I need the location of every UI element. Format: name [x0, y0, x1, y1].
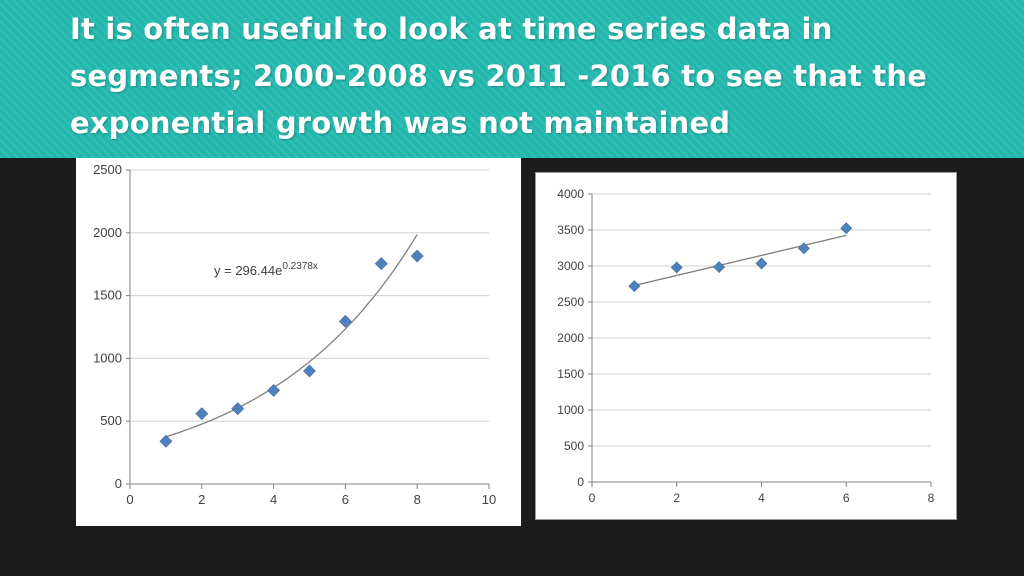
x-tick-label: 10 — [482, 492, 496, 507]
linear-scatter-chart: 0 500 1000 1500 2000 2500 3000 3500 4000 0 2 4 6 8 — [557, 187, 935, 505]
data-point — [628, 280, 641, 293]
x-tick-label: 6 — [342, 492, 349, 507]
chart-left-panel: 0 500 1000 1500 2000 2500 0 2 4 6 8 10 y = 296.44e0.… — [76, 158, 521, 526]
y-tick-label: 500 — [564, 439, 584, 453]
y-tick-label: 4000 — [557, 187, 584, 201]
y-tick-label: 1000 — [93, 350, 122, 365]
data-point — [670, 261, 683, 274]
exponential-scatter-chart: 0 500 1000 1500 2000 2500 0 2 4 6 8 10 y = 296.44e0.… — [93, 162, 496, 507]
y-tick-label: 3500 — [557, 223, 584, 237]
y-tick-label: 2000 — [93, 225, 122, 240]
x-tick-label: 0 — [589, 491, 596, 505]
x-tick-label: 2 — [673, 491, 680, 505]
y-tick-label: 500 — [100, 413, 122, 428]
data-point — [303, 364, 316, 378]
slide-title: It is often useful to look at time serie… — [70, 12, 928, 140]
y-tick-label: 3000 — [557, 259, 584, 273]
y-tick-label: 2000 — [557, 331, 584, 345]
x-tick-label: 2 — [198, 492, 205, 507]
data-point — [797, 242, 810, 255]
data-point — [231, 402, 245, 416]
x-tick-label: 6 — [843, 491, 850, 505]
data-point — [410, 249, 424, 263]
data-point — [713, 261, 726, 274]
trendline-equation: y = 296.44e0.2378x — [214, 261, 318, 278]
y-tick-label: 1000 — [557, 403, 584, 417]
data-point — [374, 257, 388, 270]
x-tick-label: 8 — [414, 492, 421, 507]
y-tick-label: 2500 — [93, 162, 122, 177]
data-point — [195, 407, 209, 421]
slide-header: It is often useful to look at time serie… — [0, 0, 1024, 158]
trendline — [165, 234, 418, 438]
x-tick-label: 8 — [928, 491, 935, 505]
y-tick-label: 1500 — [93, 288, 122, 303]
y-tick-label: 2500 — [557, 295, 584, 309]
chart-right-panel: 0 500 1000 1500 2000 2500 3000 3500 4000 0 2 4 6 8 — [535, 172, 957, 520]
data-point — [840, 222, 853, 235]
y-tick-label: 0 — [577, 475, 584, 489]
data-point — [338, 314, 352, 328]
x-tick-label: 0 — [126, 492, 133, 507]
data-point — [159, 434, 173, 448]
data-point — [267, 384, 281, 397]
x-tick-label: 4 — [758, 491, 765, 505]
y-tick-label: 0 — [115, 476, 122, 491]
x-tick-label: 4 — [270, 492, 277, 507]
trendline — [634, 234, 847, 287]
data-point — [755, 257, 768, 270]
y-tick-label: 1500 — [557, 367, 584, 381]
